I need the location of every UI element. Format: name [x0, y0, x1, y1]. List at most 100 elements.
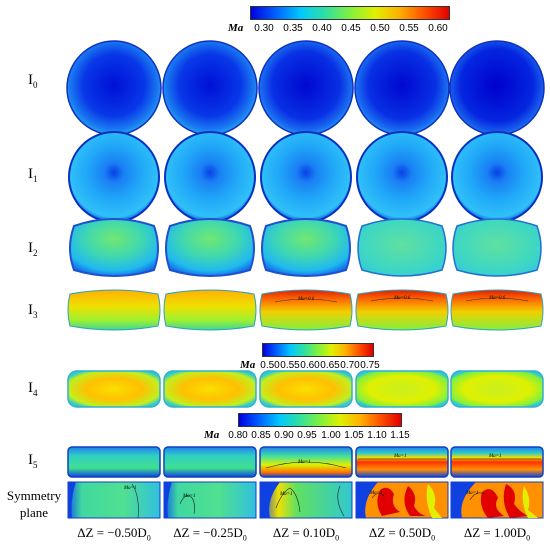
colorbar-top-tick-label: 0.45: [341, 23, 361, 34]
sym-blue-corner: [356, 482, 378, 518]
colorbar-middle-tick-label: 0.55: [280, 360, 300, 371]
colorbar-bottom-tick-label: 0.95: [297, 430, 317, 441]
column-label-3: ΔZ = 0.10D0: [272, 525, 340, 543]
colorbar-bottom-tick-label: 1.05: [344, 430, 364, 441]
colorbar-middle-tick-label: 0.50: [260, 360, 280, 371]
plot-i2-col5: [452, 218, 542, 277]
plot-i1-col3: [260, 131, 352, 223]
row-label-i2: I2: [28, 240, 38, 258]
i3-contour-line: [465, 297, 529, 302]
sym-red-region: [480, 489, 504, 518]
row-i2-plots: [69, 218, 542, 277]
i5-annotation: Ma=1: [297, 460, 311, 465]
colorbar-bottom-tick-label: 1.10: [367, 430, 387, 441]
colorbar-bottom-tick-label: 1.15: [390, 430, 410, 441]
row-i4-plots: [67, 370, 544, 408]
plot-i1-col1: [68, 131, 160, 223]
sym-yellow-region: [426, 484, 442, 518]
row-i5-plots: Ma=1 Ma=1 Ma=1: [67, 446, 544, 478]
colorbar-bottom-gradient: [238, 413, 402, 427]
plot-i2-col1: [69, 218, 159, 277]
plot-i4-col1: [67, 370, 161, 408]
symmetry-label-line2: plane: [19, 505, 49, 520]
sym-contour-line: [469, 492, 485, 501]
row-label-i1: I1: [28, 166, 38, 184]
colorbar-top-tick-label: 0.55: [399, 23, 419, 34]
i3-annotation: Ma=0.6: [393, 296, 411, 301]
plot-i4-col4: [355, 370, 449, 408]
sym-annotation: Ma=1: [369, 491, 383, 496]
column-label-5: ΔZ = 1.00D0: [463, 525, 531, 543]
row-label-i3: I3: [28, 302, 38, 320]
plot-i5-col1: [67, 446, 161, 478]
colorbar-bottom-tick-label: 0.80: [228, 430, 248, 441]
plot-i1-col4: [356, 131, 448, 223]
plot-sym-col1: [67, 481, 161, 519]
sym-blue-corner: [68, 482, 76, 518]
plot-i0-col2: [162, 40, 258, 136]
sym-annotation: Ma=1: [279, 492, 293, 497]
sym-annotation: Ma=1: [182, 494, 196, 499]
plot-sym-col2: [163, 481, 257, 519]
sym-blue-corner: [260, 482, 280, 518]
column-label-1: ΔZ = −0.50D0: [77, 525, 151, 543]
symmetry-label-line1: Symmetry: [6, 488, 62, 503]
colorbar-bottom-tick-label: 0.90: [274, 430, 294, 441]
column-label-4: ΔZ = 0.50D0: [368, 525, 436, 543]
sym-contour-line: [275, 487, 301, 513]
row-i1-plots: [68, 131, 543, 223]
i3-annotation: Ma=0.6: [488, 296, 506, 301]
plot-i5-col2: [163, 446, 257, 478]
sym-contour-line: [371, 493, 385, 499]
i5-annotation: Ma=1: [488, 454, 502, 459]
colorbar-top-tick-label: 0.35: [283, 23, 303, 34]
plot-i0-col1: [66, 40, 162, 136]
plot-i4-col2: [163, 370, 257, 408]
i3-annotation: Ma=0.6: [297, 297, 315, 302]
row-label-i5: I5: [28, 452, 38, 470]
symmetry-plane-label: Symmetry plane: [2, 487, 66, 521]
colorbar-bottom-tick-label: 1.00: [321, 430, 341, 441]
sym-contour-line: [131, 483, 139, 519]
plot-i3-col2: [163, 289, 257, 331]
plot-i5-col4: [355, 446, 449, 478]
sym-red-region: [404, 486, 426, 516]
plot-i2-col3: [261, 218, 351, 277]
row-i3-plots: Ma=0.6 Ma=0.6 Ma=0.6: [67, 289, 544, 331]
colorbar-middle-tick-label: 0.65: [320, 360, 340, 371]
colorbar-middle: Ma 0.50 0.55 0.60 0.65 0.70 0.75: [240, 343, 380, 377]
plot-i4-col3: [259, 370, 353, 408]
plot-i3-col5: [450, 289, 544, 331]
colorbar-middle-tick-label: 0.60: [300, 360, 320, 371]
colorbar-bottom-title: Ma: [204, 429, 220, 441]
i5-annotation: Ma=1: [393, 454, 407, 459]
plot-i0-col5: [449, 40, 545, 136]
plot-i3-col3: [259, 289, 353, 331]
row-i0-plots: [66, 40, 545, 136]
sym-red-region: [503, 484, 528, 518]
plot-i3-col1: [67, 289, 161, 331]
plot-i1-col2: [164, 131, 256, 223]
plot-i0-col4: [354, 40, 450, 136]
i3-contour-line: [274, 298, 338, 303]
i5-contour-line: [265, 461, 347, 469]
plot-i5-col5: [450, 446, 544, 478]
colorbar-middle-tick-label: 0.75: [360, 360, 380, 371]
colorbar-top-gradient: [250, 6, 450, 20]
sym-yellow-region: [522, 486, 538, 518]
colorbar-top-title: Ma: [228, 22, 244, 34]
colorbar-top-tick-label: 0.30: [254, 23, 274, 34]
column-label-2: ΔZ = −0.25D0: [173, 525, 247, 543]
plot-i3-col4: [355, 289, 449, 331]
sym-contour-line: [179, 495, 195, 515]
plot-i0-col3: [258, 40, 354, 136]
row-label-i0: I0: [28, 72, 38, 90]
colorbar-middle-tick-label: 0.70: [340, 360, 360, 371]
colorbar-top: Ma 0.30 0.35 0.40 0.45 0.50 0.55 0.60: [228, 6, 450, 40]
sym-annotation: Ma=1: [123, 486, 137, 491]
colorbar-middle-gradient: [262, 343, 374, 357]
plot-i1-col5: [451, 131, 543, 223]
sym-blue-corner: [164, 482, 172, 518]
colorbar-bottom: Ma 0.80 0.85 0.90 0.95 1.00 1.05 1.10 1.…: [204, 413, 410, 447]
